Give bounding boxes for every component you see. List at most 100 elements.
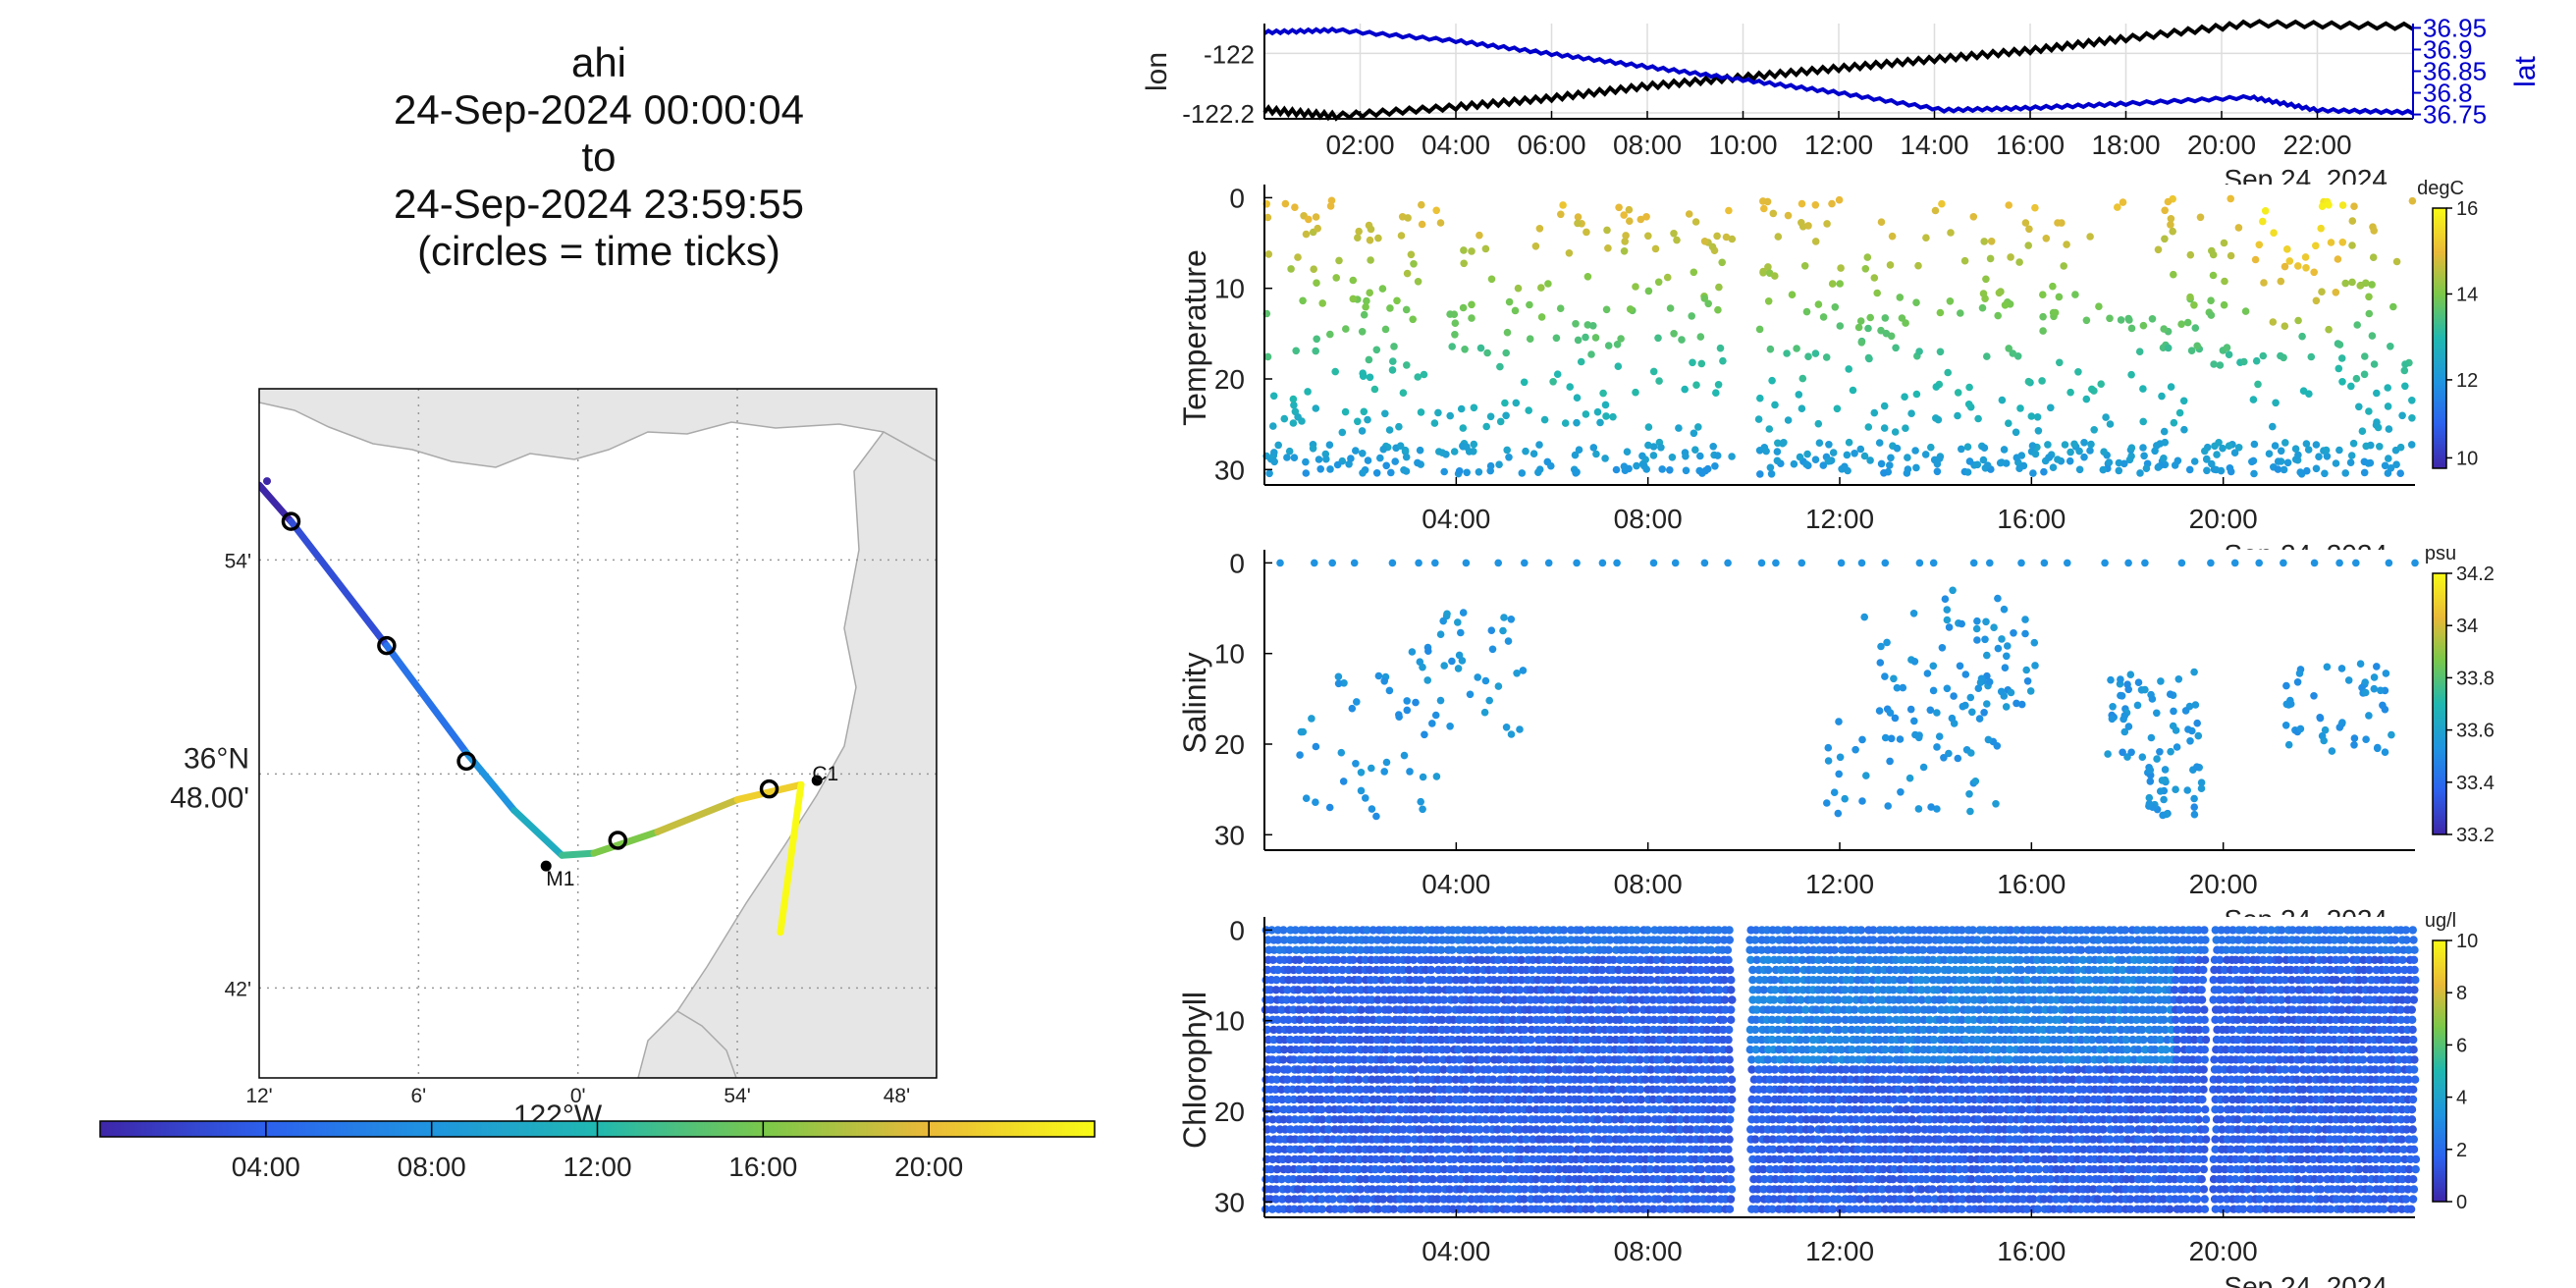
salinity-point	[1974, 684, 1983, 692]
chlorophyll-point	[1334, 1005, 1344, 1014]
mooring-label: M1	[546, 868, 574, 890]
salinity-point	[2373, 663, 2381, 671]
chlorophyll-point	[1901, 1095, 1909, 1104]
temperature-point	[1622, 232, 1630, 240]
chlorophyll-point	[1347, 1205, 1356, 1213]
salinity-point	[1521, 559, 1529, 567]
chlorophyll-point	[1340, 936, 1349, 944]
temperature-point	[1803, 450, 1811, 458]
temperature-point	[1476, 231, 1483, 240]
temperature-point	[1714, 381, 1723, 389]
temperature-point	[1771, 401, 1779, 409]
temperature-point	[2164, 344, 2173, 352]
temperature-point	[1798, 374, 1807, 383]
temperature-point	[1482, 422, 1490, 431]
temperature-point	[1362, 302, 1369, 311]
temperature-point	[1998, 396, 2007, 404]
temperature-point	[2392, 460, 2400, 469]
chlorophyll-point	[1511, 976, 1521, 985]
temperature-point	[2024, 377, 2033, 386]
chlorophyll-point	[1437, 1035, 1446, 1045]
temperature-point	[2376, 443, 2384, 451]
chlorophyll-point	[1302, 1015, 1312, 1025]
temperature-point	[1589, 444, 1598, 452]
land-north	[259, 389, 937, 468]
temperature-point	[1571, 451, 1580, 459]
temperature-point	[1601, 401, 1610, 409]
temperature-point	[2220, 239, 2228, 247]
temperature-point	[1535, 225, 1544, 233]
chlorophyll-point	[1294, 1005, 1304, 1014]
temperature-point	[1287, 265, 1295, 273]
temperature-point	[2271, 442, 2280, 450]
chlorophyll-point	[1400, 1075, 1410, 1084]
temperature-point	[1756, 470, 1764, 478]
temperature-point	[1891, 428, 1900, 436]
temperature-point	[1691, 446, 1699, 455]
salinity-point	[1886, 709, 1895, 717]
temperature-point	[2045, 454, 2054, 461]
temperature-point	[1666, 304, 1675, 312]
temperature-point	[1302, 230, 1311, 239]
temperature-point	[2088, 385, 2096, 394]
temperature-point	[1689, 358, 1696, 367]
salinity-point	[1325, 803, 1334, 812]
salinity-point	[1933, 743, 1941, 751]
chlorophyll-point	[1299, 1085, 1308, 1095]
chlorophyll-point	[1266, 995, 1275, 1004]
salinity-point	[1419, 805, 1426, 814]
chlorophyll-point	[1476, 1046, 1486, 1054]
title-end: 24-Sep-2024 23:59:55	[393, 181, 804, 227]
temperature-point	[1696, 452, 1704, 460]
temperature-point	[2170, 418, 2178, 427]
chlorophyll-point	[1296, 1145, 1305, 1154]
temperature-point	[1525, 406, 1532, 414]
salinity-point	[2207, 559, 2215, 567]
chlorophyll-point	[1332, 1164, 1341, 1174]
salinity-point	[1357, 786, 1366, 795]
chlorophyll-point	[1520, 926, 1530, 935]
temperature-point	[1637, 215, 1645, 224]
temperature-point	[1503, 446, 1511, 455]
chlorophyll-point	[1900, 976, 1909, 985]
temperature-point	[1269, 392, 1278, 401]
temperature-point	[2241, 307, 2250, 315]
salinity-point	[1906, 705, 1915, 714]
temperature-point	[1907, 409, 1915, 418]
temperature-point	[1625, 464, 1633, 473]
temperature-point	[1644, 423, 1653, 431]
chlorophyll-point	[1464, 936, 1474, 944]
temp-xtick: 04:00	[1422, 504, 1490, 534]
map-xtick: 54'	[724, 1085, 750, 1107]
salinity-point	[2012, 699, 2020, 708]
chlorophyll-point	[1360, 1065, 1368, 1074]
temperature-point	[2040, 467, 2048, 476]
temperature-point	[1294, 413, 1302, 421]
salinity-point	[1893, 683, 1902, 692]
chlorophyll-point	[1727, 976, 1736, 985]
temperature-point	[2025, 225, 2033, 234]
chlorophyll-point	[1418, 1095, 1427, 1104]
chlorophyll-point	[1708, 1015, 1718, 1025]
salinity-point	[2174, 675, 2183, 683]
salinity-point	[2167, 747, 2174, 756]
temperature-point	[1359, 372, 1368, 381]
chlorophyll-point	[1384, 1075, 1393, 1084]
salinity-point	[1415, 559, 1422, 567]
temperature-point	[2160, 455, 2168, 462]
temperature-point	[1856, 445, 1865, 454]
temperature-point	[2338, 378, 2346, 386]
chlorophyll-point	[1295, 955, 1305, 964]
temperature-point	[1767, 470, 1776, 478]
chlorophyll-point	[1373, 986, 1382, 994]
temperature-point	[1358, 328, 1367, 336]
salinity-point	[1353, 698, 1361, 706]
chlorophyll-point	[1397, 1095, 1406, 1104]
temperature-point	[2105, 458, 2114, 466]
temperature-point	[1534, 468, 1542, 477]
temperature-point	[1802, 460, 1810, 468]
chlorophyll-point	[1327, 1185, 1337, 1194]
chlorophyll-point	[1417, 1164, 1426, 1174]
salinity-point	[1395, 711, 1403, 719]
salinity-point	[2193, 719, 2201, 727]
